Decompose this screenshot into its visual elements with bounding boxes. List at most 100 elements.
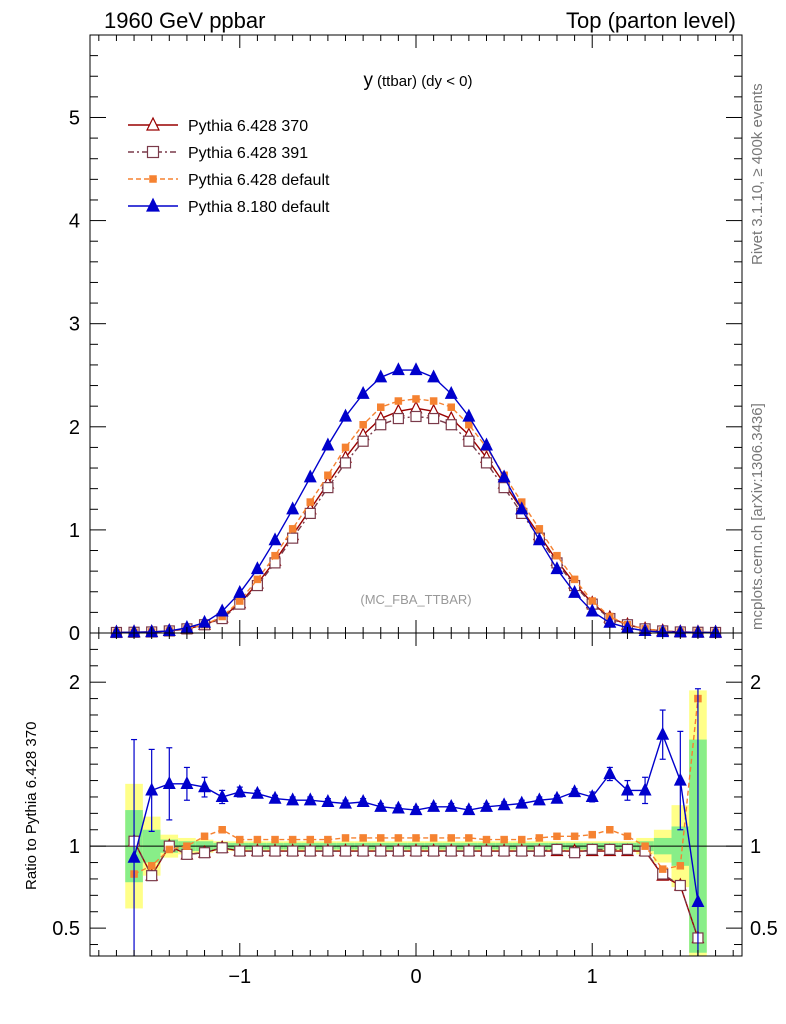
main-data-point [409,362,423,376]
ratio-y-tick-label-left: 0.5 [52,918,80,940]
main-data-point [339,408,352,422]
ratio-data-point [444,798,458,812]
main-data-point [445,419,457,431]
main-data-point [374,369,388,383]
legend-label: Pythia 6.428 370 [188,118,308,135]
main-data-point [480,457,493,469]
main-data-point [322,482,334,494]
chart-title-sub: (ttbar) (dy < 0) [377,73,472,90]
ratio-data-point [147,862,156,870]
ratio-y-tick-label-left: 2 [69,672,80,694]
ratio-data-point [198,779,212,793]
main-y-tick-label: 4 [69,211,80,233]
ratio-data-point [253,835,262,844]
analysis-watermark: (MC_FBA_TTBAR) [360,592,471,607]
main-data-point [391,362,405,376]
main-y-tick-label: 1 [69,520,80,542]
ratio-data-point [429,834,438,842]
main-data-point [570,575,579,584]
main-data-point [253,575,262,584]
ratio-data-point [673,772,687,786]
ratio-y-tick-label-right: 1 [750,836,761,858]
ratio-data-point [428,845,440,857]
main-data-point [429,397,438,405]
main-data-point [497,469,511,483]
ratio-data-point [234,845,246,857]
legend-marker [146,116,160,131]
ratio-data-point [620,782,634,796]
mcplots-reference-label: mcplots.cern.ch [arXiv:1306.3436] [749,403,766,630]
ratio-data-point [641,842,649,850]
ratio-data-point [250,785,264,799]
ratio-data-point [304,845,316,857]
ratio-data-point [463,845,475,857]
ratio-y-tick-label-right: 2 [750,672,761,694]
chart-title-main: y [364,70,374,91]
main-y-tick-label: 5 [69,107,80,129]
ratio-data-point [606,826,614,834]
header-left-label: 1960 GeV ppbar [104,8,265,33]
ratio-data-point [532,792,546,806]
main-data-point [356,385,370,399]
main-data-point [412,395,420,403]
main-data-point [428,412,440,425]
main-data-point [410,410,422,423]
ratio-data-point [480,798,493,812]
ratio-data-point [392,845,404,857]
ratio-data-point [200,832,209,841]
ratio-data-point [162,776,176,789]
x-tick-label: −1 [228,966,251,988]
main-data-point [444,385,458,399]
main-data-point [553,551,561,560]
ratio-data-point [656,726,670,740]
ratio-data-point [215,789,229,803]
x-tick-label: 1 [587,966,598,988]
main-data-point [304,507,316,519]
main-data-point [463,435,475,447]
ratio-data-point [588,830,596,839]
ratio-data-point [341,834,350,842]
legend-label: Pythia 8.180 default [188,199,330,216]
ratio-data-point [550,790,564,804]
ratio-data-point [465,834,473,842]
ratio-data-point [500,835,508,844]
ratio-data-point [498,845,510,857]
main-data-point [550,561,564,575]
ratio-data-point [288,835,297,844]
ratio-data-point [623,832,632,841]
ratio-data-point [216,842,228,854]
ratio-data-point [286,792,300,806]
main-data-point [321,437,335,451]
ratio-data-point [497,797,511,811]
main-data-point [515,501,529,515]
ratio-data-point [359,834,367,842]
main-data-point [357,435,369,447]
legend-marker [149,175,157,183]
ratio-data-point [357,845,369,857]
main-data-point [236,597,244,605]
main-data-point [306,498,315,506]
ratio-data-point [268,790,282,804]
rivet-version-label: Rivet 3.1.10, ≥ 400k events [749,83,766,265]
ratio-data-point [674,879,686,892]
main-data-point [268,532,282,546]
ratio-data-point [480,845,493,857]
main-data-point [250,561,264,575]
ratio-data-point [321,794,335,807]
main-data-point [447,403,455,411]
ratio-data-point [374,798,388,812]
ratio-data-point [445,845,457,857]
ratio-data-point [676,862,685,870]
x-tick-label: 0 [410,966,421,988]
main-data-point [215,603,229,617]
ratio-data-point [181,848,193,860]
ratio-data-point [271,835,279,844]
ratio-data-point [551,843,563,856]
legend-label: Pythia 6.428 default [188,172,330,189]
main-data-point [288,525,297,533]
main-data-point [392,412,404,425]
ratio-data-point [394,834,403,842]
ratio-data-point [339,795,352,809]
